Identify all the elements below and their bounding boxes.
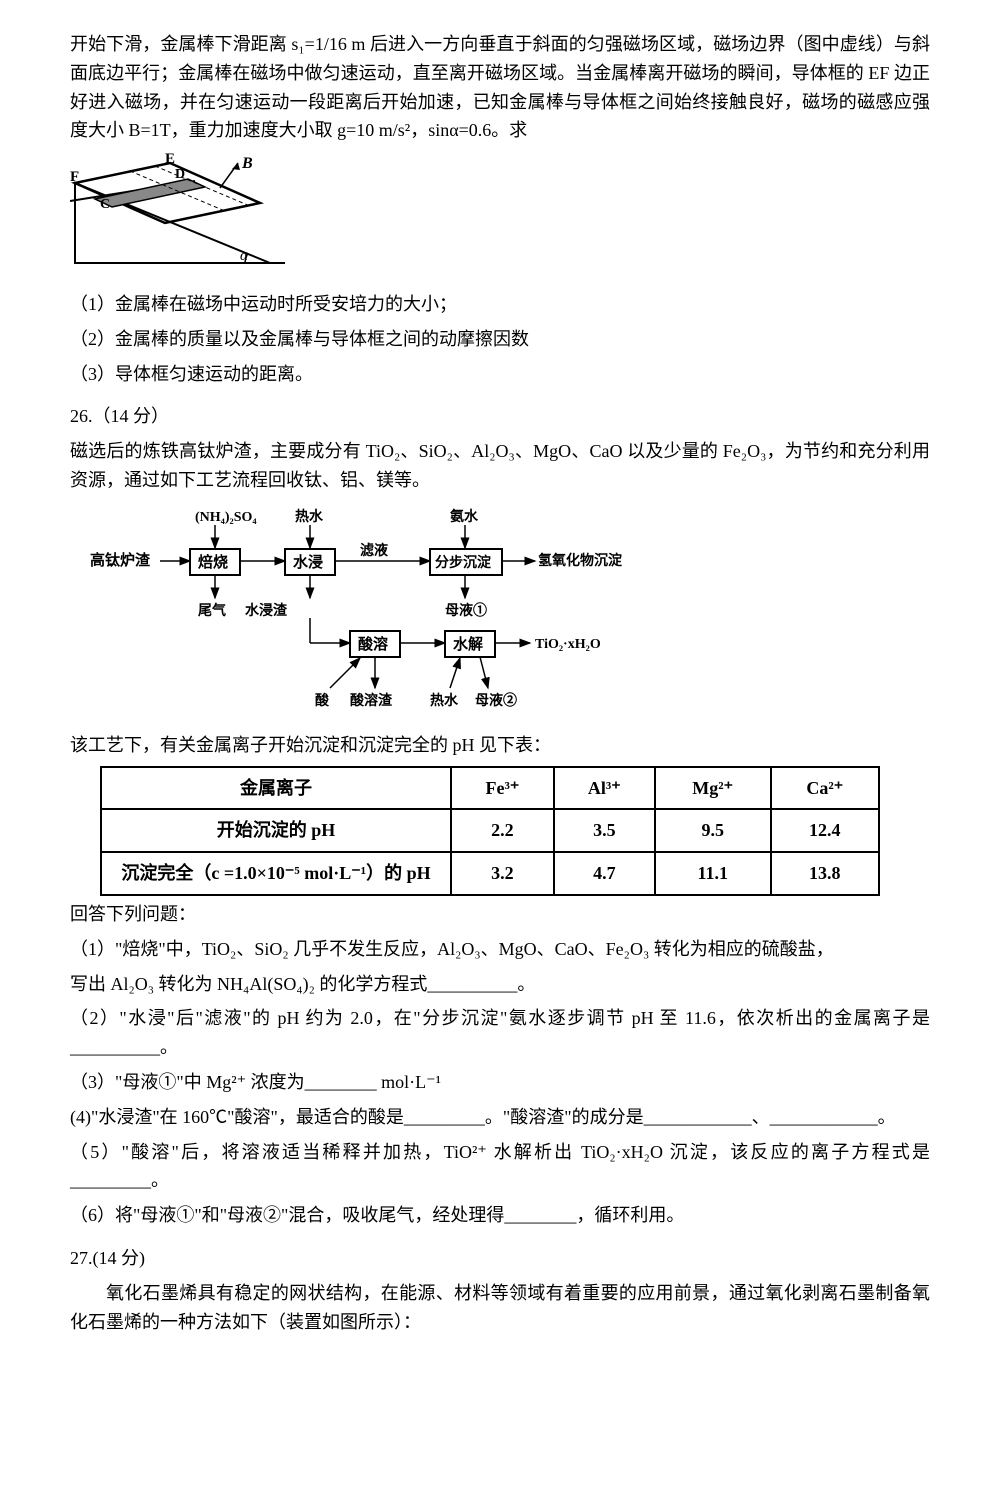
- th-fe: Fe³⁺: [451, 767, 554, 810]
- fc-precip-label: 分步沉淀: [435, 554, 492, 571]
- p25-q2: （2）金属棒的质量以及金属棒与导体框之间的动摩擦因数: [70, 325, 930, 354]
- p26-q4: (4)"水浸渣"在 160℃"酸溶"，最适合的酸是_________。"酸溶渣"…: [70, 1103, 930, 1132]
- table-row: 开始沉淀的 pH 2.2 3.5 9.5 12.4: [101, 809, 879, 852]
- table-row: 金属离子 Fe³⁺ Al³⁺ Mg²⁺ Ca²⁺: [101, 767, 879, 810]
- p27-header: 27.(14 分): [70, 1244, 930, 1273]
- td-val: 9.5: [655, 809, 771, 852]
- ph-table: 金属离子 Fe³⁺ Al³⁺ Mg²⁺ Ca²⁺ 开始沉淀的 pH 2.2 3.…: [100, 766, 880, 896]
- td-val: 2.2: [451, 809, 554, 852]
- b-arrow-head: [232, 163, 240, 170]
- label-B: B: [241, 155, 253, 172]
- p25-q3: （3）导体框匀速运动的距离。: [70, 360, 930, 389]
- fc-hydroxide: 氢氧化物沉淀: [538, 552, 623, 569]
- fc-acidres: 酸溶渣: [350, 692, 393, 709]
- p25-paragraph: 开始下滑，金属棒下滑距离 s₁=1/16 m 后进入一方向垂直于斜面的匀强磁场区…: [70, 30, 930, 145]
- p25-q1: （1）金属棒在磁场中运动时所受安培力的大小；: [70, 290, 930, 319]
- fc-nh4so4: (NH₄)₂SO₄: [195, 510, 257, 525]
- fc-mliq1: 母液①: [445, 602, 487, 619]
- fc-hotwater2: 热水: [430, 692, 459, 709]
- fc-leachres: 水浸渣: [245, 602, 288, 619]
- rod-rect: [95, 179, 205, 207]
- fc-tailgas: 尾气: [198, 602, 226, 619]
- fc-tio2: TiO₂·xH₂O: [535, 637, 601, 652]
- p26-q1b: 写出 Al₂O₃ 转化为 NH₄Al(SO₄)₂ 的化学方程式_________…: [70, 970, 930, 999]
- p26-q6: （6）将"母液①"和"母液②"混合，吸收尾气，经处理得________，循环利用…: [70, 1201, 930, 1230]
- fc-arrow-17: [480, 657, 488, 688]
- p26-flowchart: (NH₄)₂SO₄ 热水 氨水 高钛炉渣 焙烧 水浸 滤液 分步沉淀 氢氧化物沉…: [70, 503, 930, 723]
- td-val: 12.4: [771, 809, 879, 852]
- p26-q5: （5）"酸溶"后，将溶液适当稀释并加热，TiO²⁺ 水解析出 TiO₂·xH₂O…: [70, 1138, 930, 1196]
- th-ion: 金属离子: [101, 767, 451, 810]
- label-C: C: [100, 197, 110, 212]
- fc-slag: 高钛炉渣: [90, 551, 151, 569]
- td-val: 3.5: [554, 809, 655, 852]
- td-val: 4.7: [554, 852, 655, 895]
- label-E: E: [165, 153, 175, 167]
- td-val: 13.8: [771, 852, 879, 895]
- td-start: 开始沉淀的 pH: [101, 809, 451, 852]
- fc-hotwater1: 热水: [295, 508, 324, 525]
- fc-acid: 酸: [315, 692, 330, 709]
- p26-q3: （3）"母液①"中 Mg²⁺ 浓度为________ mol·L⁻¹: [70, 1068, 930, 1097]
- p25-figure: F E C D B α: [70, 153, 930, 282]
- p26-answer-intro: 回答下列问题：: [70, 900, 930, 929]
- p26-q2: （2）"水浸"后"滤液"的 pH 约为 2.0，在"分步沉淀"氨水逐步调节 pH…: [70, 1004, 930, 1062]
- p26-table-intro: 该工艺下，有关金属离子开始沉淀和沉淀完全的 pH 见下表：: [70, 731, 930, 760]
- fc-aciddis-label: 酸溶: [358, 635, 388, 653]
- th-ca: Ca²⁺: [771, 767, 879, 810]
- td-val: 3.2: [451, 852, 554, 895]
- p27-p1: 氧化石墨烯具有稳定的网状结构，在能源、材料等领域有着重要的应用前景，通过氧化剥离…: [70, 1279, 930, 1337]
- fc-roast-label: 焙烧: [198, 553, 228, 571]
- label-F: F: [70, 169, 79, 185]
- th-al: Al³⁺: [554, 767, 655, 810]
- fc-hydro-label: 水解: [453, 635, 483, 653]
- fc-ammonia: 氨水: [450, 508, 479, 525]
- fc-filtrate: 滤液: [360, 542, 389, 559]
- td-val: 11.1: [655, 852, 771, 895]
- fc-leach-label: 水浸: [293, 553, 323, 571]
- label-D: D: [175, 167, 185, 182]
- td-complete: 沉淀完全（c =1.0×10⁻⁵ mol·L⁻¹）的 pH: [101, 852, 451, 895]
- table-row: 沉淀完全（c =1.0×10⁻⁵ mol·L⁻¹）的 pH 3.2 4.7 11…: [101, 852, 879, 895]
- fc-mliq2: 母液②: [475, 692, 517, 709]
- p26-intro: 磁选后的炼铁高钛炉渣，主要成分有 TiO₂、SiO₂、Al₂O₃、MgO、CaO…: [70, 437, 930, 495]
- p26-header: 26.（14 分）: [70, 402, 930, 431]
- p26-q1a: （1）"焙烧"中，TiO₂、SiO₂ 几乎不发生反应，Al₂O₃、MgO、CaO…: [70, 935, 930, 964]
- th-mg: Mg²⁺: [655, 767, 771, 810]
- fc-arrow-16: [450, 658, 460, 688]
- fc-arrow-14: [330, 658, 360, 688]
